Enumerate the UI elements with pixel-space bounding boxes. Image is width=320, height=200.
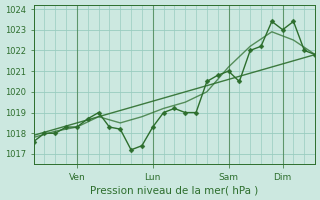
X-axis label: Pression niveau de la mer( hPa ): Pression niveau de la mer( hPa ) xyxy=(90,185,259,195)
